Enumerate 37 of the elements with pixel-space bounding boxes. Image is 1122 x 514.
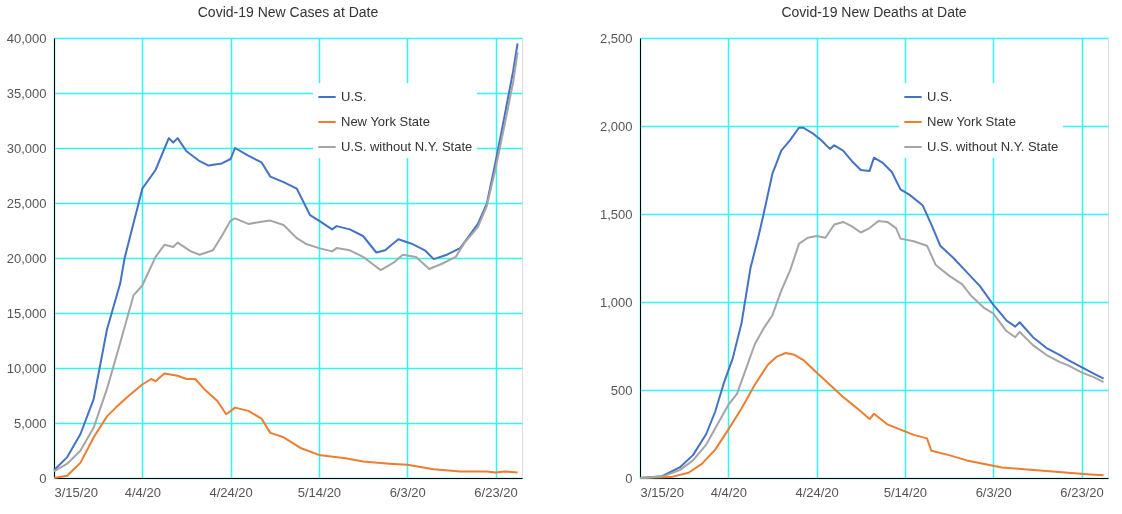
x-tick-label: 4/24/20 (209, 484, 253, 500)
x-tick-label: 3/15/20 (54, 484, 98, 500)
y-tick-label: 0 (625, 470, 633, 486)
y-tick-label: 500 (610, 382, 633, 398)
y-tick-label: 5,000 (13, 415, 47, 431)
y-tick-label: 40,000 (6, 30, 47, 46)
chart-title: Covid-19 New Deaths at Date (781, 4, 967, 20)
legend-label: U.S. (341, 89, 367, 104)
x-tick-label: 6/3/20 (389, 484, 426, 500)
x-tick-label: 4/4/20 (124, 484, 161, 500)
legend-label: U.S. without N.Y. State (927, 139, 1059, 154)
y-tick-label: 25,000 (6, 195, 47, 211)
y-tick-label: 10,000 (6, 360, 47, 376)
line-series (53, 372, 519, 479)
x-tick-label: 6/3/20 (975, 484, 1012, 500)
legend-label: U.S. without N.Y. State (341, 139, 473, 154)
x-tick-label: 4/24/20 (795, 484, 839, 500)
y-tick-label: 35,000 (6, 85, 47, 101)
x-tick-label: 3/15/20 (640, 484, 684, 500)
legend-label: New York State (927, 114, 1016, 129)
legend-label: U.S. (927, 89, 953, 104)
line-series (639, 220, 1105, 479)
x-tick-label: 5/14/20 (297, 484, 342, 500)
y-tick-label: 2,500 (599, 30, 633, 46)
x-tick-label: 6/23/20 (474, 484, 518, 500)
y-tick-label: 2,000 (599, 118, 633, 134)
y-tick-label: 1,500 (599, 206, 633, 222)
legend-label: New York State (341, 114, 430, 129)
y-tick-label: 30,000 (6, 140, 47, 156)
y-tick-label: 15,000 (6, 305, 47, 321)
x-tick-label: 6/23/20 (1060, 484, 1104, 500)
y-tick-label: 0 (39, 470, 47, 486)
y-tick-label: 1,000 (599, 294, 633, 310)
x-tick-label: 5/14/20 (883, 484, 928, 500)
x-tick-label: 4/4/20 (710, 484, 747, 500)
y-tick-label: 20,000 (6, 250, 47, 266)
chart-title: Covid-19 New Cases at Date (197, 4, 379, 20)
